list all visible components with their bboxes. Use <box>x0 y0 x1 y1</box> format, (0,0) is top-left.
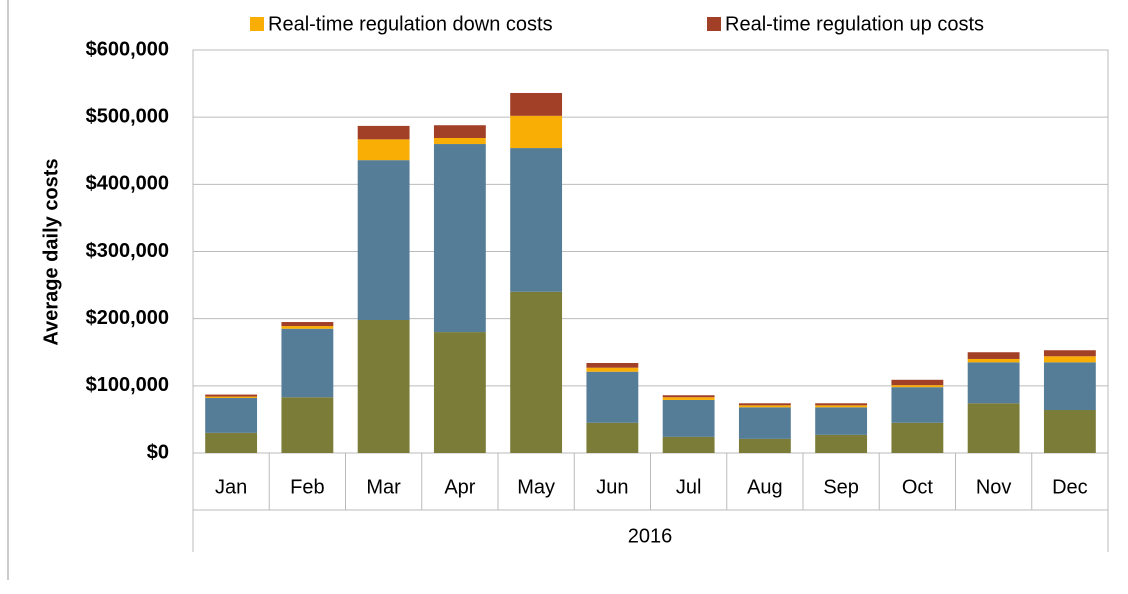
bar-segment <box>357 320 410 453</box>
x-tick-label: Jan <box>215 476 247 498</box>
y-tick-label: $100,000 <box>86 374 169 396</box>
bar-segment <box>662 397 715 400</box>
bar-segment <box>891 379 944 386</box>
bar-segment <box>662 395 715 398</box>
bar-segment <box>891 387 944 423</box>
x-tick-label: Apr <box>444 476 475 498</box>
bar-segment <box>738 405 791 408</box>
bar-segment <box>433 125 486 138</box>
bar-segment <box>510 92 563 116</box>
bar-segment <box>815 434 868 453</box>
bar-segment <box>967 358 1020 363</box>
bar-segment <box>738 403 791 406</box>
legend-label: Real-time regulation down costs <box>268 13 553 35</box>
x-axis-title: 2016 <box>628 525 673 547</box>
bar-segment <box>662 436 715 453</box>
x-tick-label: Jun <box>596 476 628 498</box>
bar-segment <box>1043 350 1096 357</box>
x-tick-label: Aug <box>747 476 783 498</box>
x-tick-label: Nov <box>976 476 1012 498</box>
bar-segment <box>967 362 1020 404</box>
bar-segment <box>357 139 410 161</box>
bar-segment <box>1043 410 1096 453</box>
bar-segment <box>586 371 639 423</box>
x-tick-label: Oct <box>902 476 934 498</box>
y-tick-label: $500,000 <box>86 105 169 127</box>
x-tick-label: Dec <box>1052 476 1088 498</box>
bar-segment <box>891 422 944 453</box>
bar-segment <box>967 403 1020 453</box>
x-tick-label: Sep <box>823 476 859 498</box>
bar-segment <box>510 148 563 292</box>
bar-segment <box>1043 356 1096 363</box>
bar-segment <box>815 407 868 435</box>
y-tick-label: $300,000 <box>86 240 169 262</box>
bar-segment <box>738 407 791 439</box>
bar-segment <box>510 115 563 149</box>
x-tick-label: Feb <box>290 476 324 498</box>
x-tick-label: Mar <box>366 476 401 498</box>
y-axis-title: Average daily costs <box>40 158 62 345</box>
y-tick-label: $200,000 <box>86 307 169 329</box>
bar-segment <box>281 397 334 453</box>
bar-segment <box>433 144 486 333</box>
bar-segment <box>815 405 868 408</box>
bar-segment <box>967 352 1020 359</box>
bar-segment <box>357 160 410 321</box>
bar-segment <box>510 291 563 453</box>
bar-segment <box>662 399 715 437</box>
bar-segment <box>281 326 334 329</box>
bar-segment <box>738 438 791 453</box>
x-tick-label: Jul <box>676 476 702 498</box>
bar-segment <box>433 332 486 453</box>
legend-swatch <box>250 17 264 31</box>
bar-segment <box>815 403 868 406</box>
bar-segment <box>586 362 639 368</box>
bar-segment <box>205 432 258 453</box>
y-tick-label: $400,000 <box>86 173 169 195</box>
x-tick-label: May <box>517 476 555 498</box>
bar-segment <box>586 367 639 372</box>
bar-segment <box>281 322 334 327</box>
bar-segment <box>205 397 258 433</box>
bar-segment <box>433 137 486 145</box>
bar-segment <box>1043 362 1096 411</box>
bar-segment <box>281 328 334 398</box>
y-tick-label: $0 <box>147 441 169 463</box>
y-tick-label: $600,000 <box>86 38 169 60</box>
legend-label: Real-time regulation up costs <box>725 13 984 35</box>
bar-segment <box>586 422 639 453</box>
bar-segment <box>205 396 258 398</box>
bar-segment <box>205 394 258 397</box>
bar-segment <box>891 385 944 388</box>
bar-segment <box>357 125 410 140</box>
legend-swatch <box>707 17 721 31</box>
